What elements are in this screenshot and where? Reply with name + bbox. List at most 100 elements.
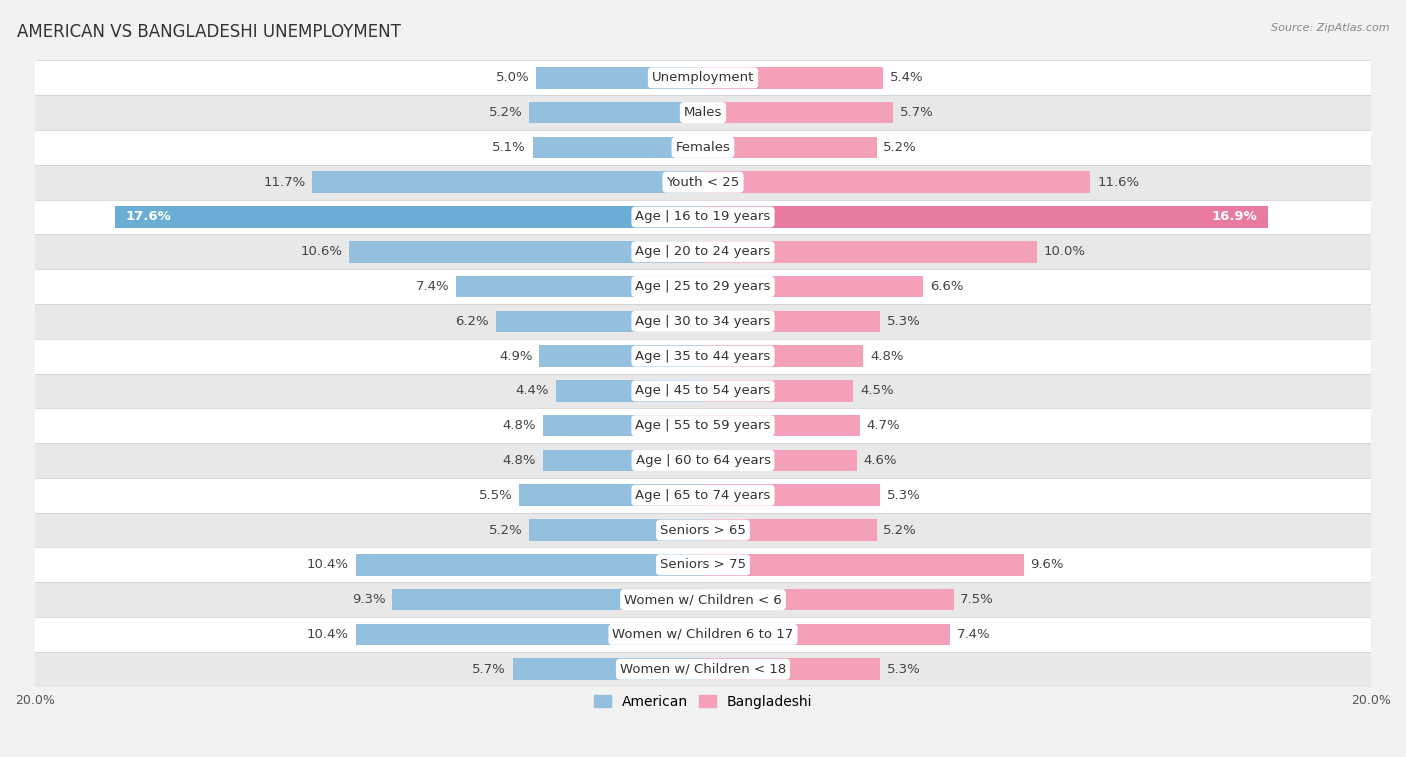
Text: 4.4%: 4.4% (516, 385, 550, 397)
Bar (703, 519, 877, 540)
Text: 5.2%: 5.2% (883, 524, 917, 537)
Bar (115, 206, 703, 228)
Text: 4.8%: 4.8% (502, 454, 536, 467)
Text: 10.4%: 10.4% (307, 628, 349, 641)
Text: 5.2%: 5.2% (489, 106, 523, 119)
Bar (529, 102, 703, 123)
Bar (35, 200, 1371, 235)
Bar (703, 67, 883, 89)
Bar (703, 380, 853, 402)
Bar (529, 519, 703, 540)
Text: 4.7%: 4.7% (866, 419, 900, 432)
Text: 10.0%: 10.0% (1043, 245, 1085, 258)
Bar (703, 659, 880, 680)
Text: 11.7%: 11.7% (263, 176, 305, 188)
Bar (703, 554, 1024, 575)
Bar (35, 547, 1371, 582)
Text: Age | 55 to 59 years: Age | 55 to 59 years (636, 419, 770, 432)
Text: Age | 16 to 19 years: Age | 16 to 19 years (636, 210, 770, 223)
Bar (35, 617, 1371, 652)
Bar (35, 61, 1371, 95)
Bar (703, 450, 856, 472)
Text: 5.4%: 5.4% (890, 71, 924, 84)
Bar (543, 450, 703, 472)
Bar (35, 408, 1371, 443)
Bar (35, 652, 1371, 687)
Text: 4.8%: 4.8% (502, 419, 536, 432)
Bar (519, 484, 703, 506)
Text: 5.1%: 5.1% (492, 141, 526, 154)
Text: Age | 45 to 54 years: Age | 45 to 54 years (636, 385, 770, 397)
Bar (703, 136, 877, 158)
Text: Youth < 25: Youth < 25 (666, 176, 740, 188)
Bar (35, 130, 1371, 165)
Bar (513, 659, 703, 680)
Text: AMERICAN VS BANGLADESHI UNEMPLOYMENT: AMERICAN VS BANGLADESHI UNEMPLOYMENT (17, 23, 401, 41)
Text: Age | 60 to 64 years: Age | 60 to 64 years (636, 454, 770, 467)
Bar (35, 373, 1371, 408)
Text: 5.2%: 5.2% (883, 141, 917, 154)
Bar (35, 582, 1371, 617)
Text: Age | 20 to 24 years: Age | 20 to 24 years (636, 245, 770, 258)
Text: 5.0%: 5.0% (496, 71, 529, 84)
Text: 4.5%: 4.5% (860, 385, 894, 397)
Text: 9.3%: 9.3% (352, 593, 385, 606)
Bar (35, 338, 1371, 373)
Text: 4.6%: 4.6% (863, 454, 897, 467)
Text: 4.9%: 4.9% (499, 350, 533, 363)
Bar (703, 102, 893, 123)
Bar (356, 624, 703, 645)
Bar (35, 478, 1371, 512)
Text: Seniors > 65: Seniors > 65 (659, 524, 747, 537)
Bar (703, 171, 1091, 193)
Text: 7.5%: 7.5% (960, 593, 994, 606)
Bar (35, 512, 1371, 547)
Text: 9.6%: 9.6% (1031, 559, 1064, 572)
Bar (703, 310, 880, 332)
Text: 16.9%: 16.9% (1212, 210, 1257, 223)
Bar (35, 443, 1371, 478)
Bar (540, 345, 703, 367)
Bar (312, 171, 703, 193)
Bar (35, 269, 1371, 304)
Bar (456, 276, 703, 298)
Text: Women w/ Children 6 to 17: Women w/ Children 6 to 17 (613, 628, 793, 641)
Bar (35, 304, 1371, 338)
Text: 10.6%: 10.6% (301, 245, 342, 258)
Text: 5.3%: 5.3% (887, 315, 921, 328)
Text: 5.3%: 5.3% (887, 489, 921, 502)
Text: 5.7%: 5.7% (900, 106, 934, 119)
Bar (703, 484, 880, 506)
Bar (543, 415, 703, 437)
Bar (703, 276, 924, 298)
Bar (703, 415, 860, 437)
Bar (703, 345, 863, 367)
Text: 7.4%: 7.4% (957, 628, 990, 641)
Text: Seniors > 75: Seniors > 75 (659, 559, 747, 572)
Text: 4.8%: 4.8% (870, 350, 904, 363)
Text: 10.4%: 10.4% (307, 559, 349, 572)
Text: 17.6%: 17.6% (125, 210, 172, 223)
Bar (703, 589, 953, 610)
Bar (703, 624, 950, 645)
Text: Women w/ Children < 18: Women w/ Children < 18 (620, 662, 786, 676)
Text: Age | 25 to 29 years: Age | 25 to 29 years (636, 280, 770, 293)
Text: Unemployment: Unemployment (652, 71, 754, 84)
Text: 6.6%: 6.6% (931, 280, 963, 293)
Text: 5.3%: 5.3% (887, 662, 921, 676)
Bar (356, 554, 703, 575)
Bar (536, 67, 703, 89)
Text: 5.2%: 5.2% (489, 524, 523, 537)
Bar (349, 241, 703, 263)
Text: 5.7%: 5.7% (472, 662, 506, 676)
Text: 6.2%: 6.2% (456, 315, 489, 328)
Bar (496, 310, 703, 332)
Text: 11.6%: 11.6% (1097, 176, 1139, 188)
Bar (533, 136, 703, 158)
Text: Males: Males (683, 106, 723, 119)
Text: 5.5%: 5.5% (479, 489, 513, 502)
Bar (555, 380, 703, 402)
Text: 7.4%: 7.4% (416, 280, 449, 293)
Bar (35, 95, 1371, 130)
Text: Source: ZipAtlas.com: Source: ZipAtlas.com (1271, 23, 1389, 33)
